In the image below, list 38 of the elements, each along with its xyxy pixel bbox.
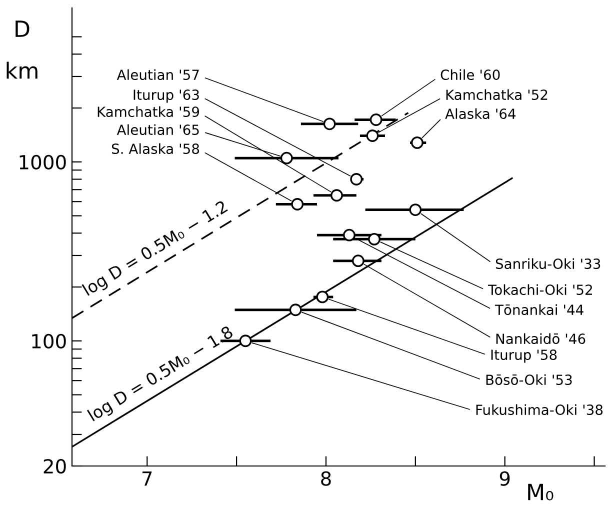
x-tick-label: 9 (500, 471, 510, 486)
point (350, 173, 363, 186)
annotation: Kamchatka '52 (446, 89, 548, 100)
y-axis-title: D km (6, 20, 38, 79)
annotation: Aleutian '65 (116, 124, 199, 136)
point (330, 189, 343, 202)
annotation: Tōnankai '44 (494, 304, 584, 316)
x-tick-label: 7 (142, 471, 152, 486)
y-tick-label: 20 (44, 458, 66, 474)
annotation: Nankaidō '46 (496, 333, 586, 344)
point (409, 204, 422, 216)
y-tick-label: 1000 (20, 154, 66, 170)
y-tick-label: 100 (32, 334, 66, 349)
annotation: Aleutian '57 (116, 69, 199, 80)
point (368, 232, 380, 246)
point (239, 334, 252, 348)
x-axis-title: M₀ (528, 484, 554, 500)
point (323, 118, 336, 130)
point (352, 254, 364, 268)
annotation: S. Alaska '58 (112, 143, 200, 154)
point (410, 136, 424, 149)
annotation: Kamchatka '59 (98, 106, 200, 118)
point (343, 228, 356, 242)
point (316, 290, 329, 304)
point (291, 198, 304, 210)
point (366, 130, 379, 142)
annotation: Bōsō-Oki '53 (486, 374, 572, 386)
x-tick-label: 8 (321, 471, 331, 486)
point (280, 152, 293, 164)
annotation: Iturup '63 (134, 90, 199, 103)
annotation: Chile '60 (440, 69, 500, 80)
point (289, 304, 302, 316)
annotation: Tokachi-Oki '52 (488, 284, 592, 296)
annotation: Fukushima-Oki '38 (476, 404, 603, 416)
point (370, 114, 382, 126)
annotation: Iturup '58 (491, 350, 557, 363)
annotation: Alaska '64 (445, 108, 516, 120)
annotation: Sanriku-Oki '33 (496, 258, 600, 270)
